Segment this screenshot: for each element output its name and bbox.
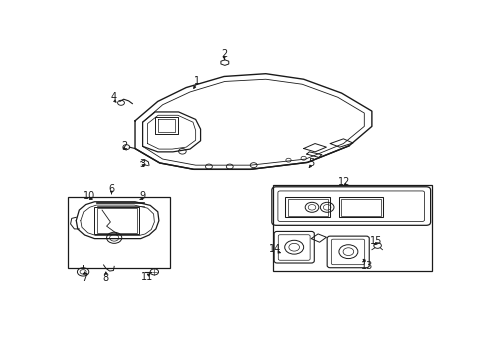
Text: 11: 11 <box>141 273 153 283</box>
Text: 9: 9 <box>139 191 145 201</box>
Bar <box>97 208 137 233</box>
Bar <box>340 199 380 216</box>
Bar <box>338 197 383 217</box>
Text: 8: 8 <box>102 273 109 283</box>
Text: 6: 6 <box>108 184 114 194</box>
Bar <box>68 197 169 268</box>
Text: 14: 14 <box>268 244 281 254</box>
Text: 2: 2 <box>121 141 127 151</box>
Bar <box>285 197 329 217</box>
Text: 4: 4 <box>110 92 116 102</box>
Bar <box>287 199 327 216</box>
Text: 13: 13 <box>361 261 373 270</box>
Bar <box>272 185 431 271</box>
Text: 10: 10 <box>83 191 96 201</box>
Bar <box>94 207 139 234</box>
Text: 12: 12 <box>338 177 350 187</box>
Text: 5: 5 <box>307 158 314 168</box>
Text: 7: 7 <box>81 273 87 283</box>
Text: 15: 15 <box>369 237 382 246</box>
Text: 1: 1 <box>193 76 200 86</box>
Text: 3: 3 <box>139 159 145 169</box>
Text: 2: 2 <box>221 49 227 59</box>
